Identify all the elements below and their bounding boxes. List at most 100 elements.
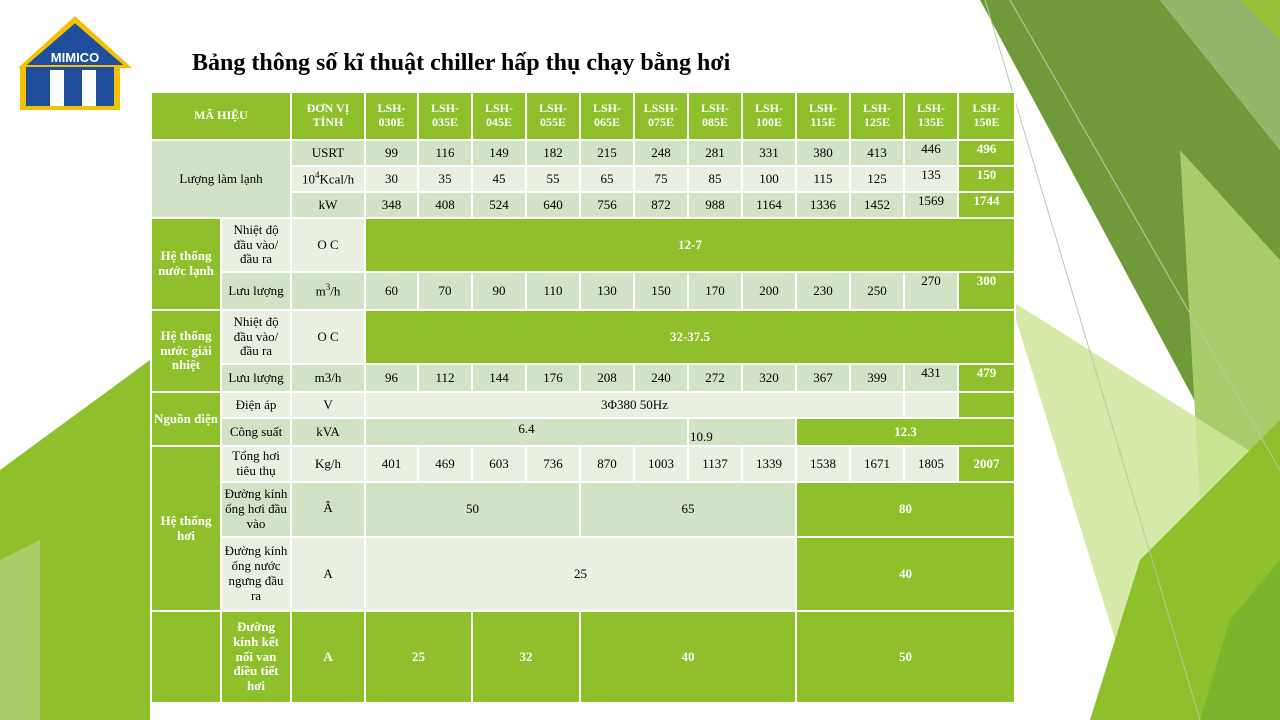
value-cell: 65 (579, 165, 636, 193)
value-cell: 116 (417, 139, 474, 167)
unit-cell: V (290, 391, 367, 419)
unit-cell: m3/h (290, 271, 367, 311)
value-cell: 320 (741, 363, 798, 393)
value-cell: 248 (633, 139, 690, 167)
value-cell: 401 (364, 445, 420, 483)
value-cell: 250 (849, 271, 906, 311)
chilled-water-label: Hệ thống nước lạnh (150, 217, 222, 311)
value-cell: 496 (957, 139, 1017, 167)
value-cell: 230 (795, 271, 852, 311)
value-cell: 603 (471, 445, 528, 483)
value-cell: 170 (687, 271, 744, 311)
value-cell: 1003 (633, 445, 690, 483)
coolingwater-temp-label: Nhiệt độ đầu vào/ đầu ra (219, 309, 293, 365)
value-cell: 99 (364, 139, 420, 167)
capacity-value: 6.4 (364, 417, 690, 447)
value-cell: 1452 (849, 191, 906, 219)
cooling-row-kcal: 104Kcal/h 30 35 45 55 65 75 85 100 115 1… (151, 165, 1017, 193)
capacity-value: 10.9 (687, 417, 798, 447)
coolingwater-flow-row: Lưu lượng m3/h 96 112 144 176 208 240 27… (151, 363, 1017, 393)
value-cell: 200 (741, 271, 798, 311)
header-model: LSH-125E (849, 91, 906, 141)
value-cell: 331 (741, 139, 798, 167)
header-model: LSH-055E (525, 91, 582, 141)
header-model: LSH-045E (471, 91, 528, 141)
value-cell: 1164 (741, 191, 798, 219)
header-model: LSSH-075E (633, 91, 690, 141)
steam-valve-row: Đường kính kết nối van điều tiết hơi A 2… (150, 610, 1017, 704)
valve-value: 32 (471, 610, 582, 704)
value-cell: 408 (417, 191, 474, 219)
condensate-value: 40 (795, 536, 1017, 612)
valve-value: 40 (579, 610, 798, 704)
value-cell: 281 (687, 139, 744, 167)
value-cell: 446 (903, 139, 960, 167)
unit-cell: O C (290, 217, 367, 273)
value-cell: 469 (417, 445, 474, 483)
unit-cell: Kg/h (290, 445, 367, 483)
value-cell: 872 (633, 191, 690, 219)
value-cell: 300 (957, 271, 1017, 311)
value-cell: 348 (364, 191, 420, 219)
inlet-value: 65 (579, 481, 798, 538)
header-model: LSH-065E (579, 91, 636, 141)
logo-door-right (82, 70, 96, 106)
value-cell: 208 (579, 363, 636, 393)
value-cell: 1538 (795, 445, 852, 483)
steam-label-continued (150, 610, 222, 704)
value-cell: 144 (471, 363, 528, 393)
mimico-logo: MIMICO (18, 16, 132, 110)
value-cell: 150 (957, 165, 1017, 193)
inlet-value: 50 (364, 481, 582, 538)
header-model: LSH-085E (687, 91, 744, 141)
chilled-flow-label: Lưu lượng (219, 271, 293, 311)
deco-line-1 (984, 0, 1201, 720)
value-cell: 90 (471, 271, 528, 311)
power-label: Nguồn điện (150, 391, 222, 447)
value-cell: 135 (903, 165, 960, 193)
header-model: LSH-115E (795, 91, 852, 141)
value-cell: 1137 (687, 445, 744, 483)
value-cell: 367 (795, 363, 852, 393)
spec-table: MÃ HIỆU ĐƠN VỊ TÍNH LSH-030E LSH-035E LS… (149, 91, 1017, 704)
steam-condensate-row: Đường kính ống nước ngưng đầu ra A 25 40 (151, 536, 1017, 612)
voltage-empty-cell (903, 391, 960, 419)
deco-top-triangle (1160, 0, 1280, 150)
value-cell: 112 (417, 363, 474, 393)
value-cell: 431 (903, 363, 960, 393)
voltage-empty-cell (957, 391, 1017, 419)
header-ma-hieu: MÃ HIỆU (149, 91, 293, 141)
voltage-value: 3Φ380 50Hz (364, 391, 906, 419)
cooling-row-usrt: Lượng làm lạnh USRT 99 116 149 182 215 2… (149, 139, 1017, 219)
steam-label: Hệ thống hơi (150, 445, 222, 612)
value-cell: 75 (633, 165, 690, 193)
inlet-value: 80 (795, 481, 1017, 538)
capacity-label: Công suất (219, 417, 293, 447)
value-cell: 150 (633, 271, 690, 311)
value-cell: 736 (525, 445, 582, 483)
value-cell: 100 (741, 165, 798, 193)
capacity-value: 12.3 (795, 417, 1017, 447)
voltage-row: Nguồn điện Điện áp V 3Φ380 50Hz (150, 391, 1017, 447)
header-model: LSH-150E (957, 91, 1017, 141)
value-cell: 988 (687, 191, 744, 219)
unit-cell: O C (290, 309, 367, 365)
value-cell: 70 (417, 271, 474, 311)
value-cell: 870 (579, 445, 636, 483)
steam-consumption-row: Hệ thống hơi Tổng hơi tiêu thụ Kg/h 401 … (150, 445, 1017, 612)
deco-left-light (0, 540, 40, 720)
value-cell: 1744 (957, 191, 1017, 219)
value-cell: 30 (364, 165, 420, 193)
coolingwater-temp-value: 32-37.5 (364, 309, 1017, 365)
value-cell: 115 (795, 165, 852, 193)
header-model: LSH-135E (903, 91, 960, 141)
logo-text: MIMICO (51, 50, 99, 65)
logo-door-left (50, 70, 64, 106)
value-cell: 125 (849, 165, 906, 193)
cooling-water-label: Hệ thống nước giải nhiệt (150, 309, 222, 393)
value-cell: 1805 (903, 445, 960, 483)
steam-consumption-label: Tổng hơi tiêu thụ (219, 445, 293, 483)
value-cell: 45 (471, 165, 528, 193)
cooling-label: Lượng làm lạnh (149, 139, 293, 219)
value-cell: 399 (849, 363, 906, 393)
